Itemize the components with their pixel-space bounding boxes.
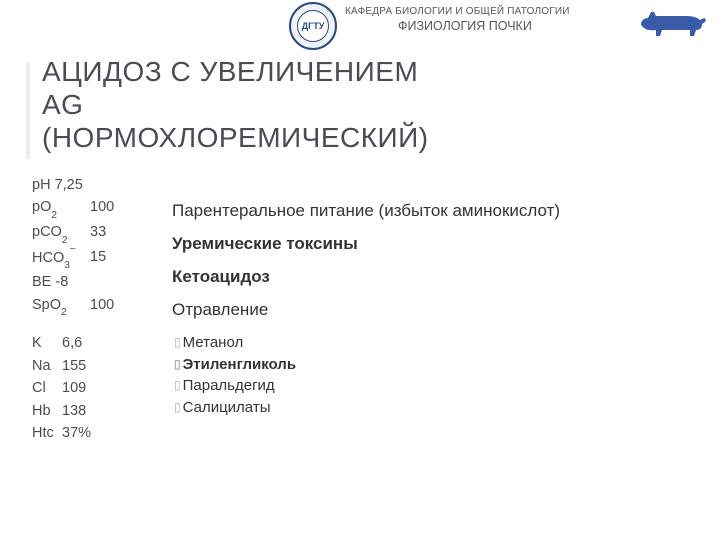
param-value: 6,6	[62, 332, 82, 354]
title-line-1: АЦИДОЗ С УВЕЛИЧЕНИЕМ	[42, 56, 418, 87]
param-row: K6,6	[32, 332, 172, 354]
param-row: BE -8	[32, 271, 172, 293]
title-line-2: AG	[42, 89, 83, 120]
param-label: Na	[32, 355, 62, 377]
param-value: 37%	[62, 422, 91, 444]
param-row: pH 7,25	[32, 174, 172, 196]
poisoning-bullets: МетанолЭтиленгликольПаральдегидСалицилат…	[172, 332, 642, 419]
param-row: Cl109	[32, 377, 172, 399]
param-inline: pH 7,25	[32, 174, 83, 196]
param-label: Cl	[32, 377, 62, 399]
param-value: 109	[62, 377, 86, 399]
param-label: pO2	[32, 196, 90, 221]
bullet-item: Метанол	[172, 332, 642, 354]
param-inline: BE -8	[32, 271, 68, 293]
param-value: 15	[90, 246, 106, 271]
cause-item: Парентеральное питание (избыток аминокис…	[172, 200, 642, 223]
cause-item: Отравление	[172, 299, 642, 322]
param-label: Hb	[32, 400, 62, 422]
param-label: K	[32, 332, 62, 354]
param-label: SpO2	[32, 294, 90, 319]
header-department: КАФЕДРА БИОЛОГИИ И ОБЩЕЙ ПАТОЛОГИИ	[345, 6, 570, 17]
param-row: Htc37%	[32, 422, 172, 444]
param-row: Na155	[32, 355, 172, 377]
param-value: 33	[90, 221, 106, 246]
university-seal-logo: ДГТУ	[289, 2, 337, 50]
bullet-item: Паральдегид	[172, 375, 642, 397]
param-row: HCO3−15	[32, 246, 172, 271]
param-row: pCO233	[32, 221, 172, 246]
causes-content: Парентеральное питание (избыток аминокис…	[172, 200, 642, 419]
header-course: ФИЗИОЛОГИЯ ПОЧКИ	[398, 19, 532, 33]
param-row: Hb138	[32, 400, 172, 422]
slide-title: АЦИДОЗ С УВЕЛИЧЕНИЕМ AG (НОРМОХЛОРЕМИЧЕС…	[42, 55, 682, 154]
param-label: Htc	[32, 422, 62, 444]
param-value: 100	[90, 196, 114, 221]
param-label: HCO3−	[32, 246, 90, 271]
param-row: SpO2100	[32, 294, 172, 319]
param-label: pCO2	[32, 221, 90, 246]
param-row: pO2100	[32, 196, 172, 221]
accent-bar	[26, 63, 30, 159]
bullet-item: Салицилаты	[172, 397, 642, 419]
bullet-item: Этиленгликоль	[172, 354, 642, 376]
param-value: 155	[62, 355, 86, 377]
seal-text: ДГТУ	[297, 10, 329, 42]
title-line-3: (НОРМОХЛОРЕМИЧЕСКИЙ)	[42, 122, 429, 153]
param-value: 100	[90, 294, 114, 319]
cause-item: Кетоацидоз	[172, 266, 642, 289]
dog-silhouette-icon	[638, 6, 708, 38]
cause-item: Уремические токсины	[172, 233, 642, 256]
param-value: 138	[62, 400, 86, 422]
lab-parameters-block: pH 7,25pO2100pCO233HCO3−15BE -8SpO2100 K…	[32, 174, 172, 445]
